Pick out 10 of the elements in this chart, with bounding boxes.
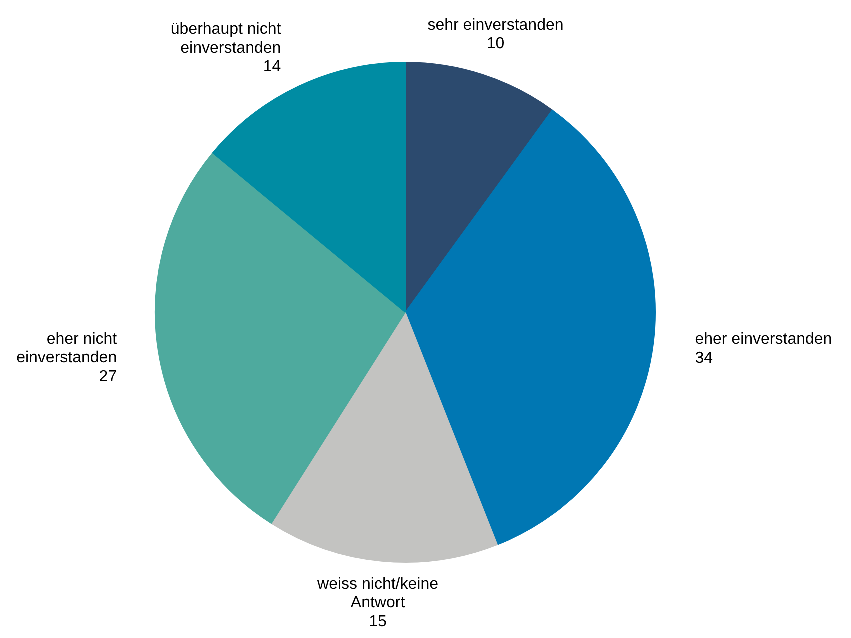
slice-label: weiss nicht/keine Antwort — [316, 576, 439, 612]
data-label: 27 — [99, 368, 118, 386]
data-label: 15 — [369, 613, 388, 630]
data-label: 14 — [263, 58, 282, 76]
slice-label: überhaupt nicht einverstanden — [170, 21, 282, 57]
slice-label: sehr einverstanden — [428, 16, 564, 34]
data-label: 34 — [695, 350, 714, 367]
slice-label: eher einverstanden — [695, 331, 832, 348]
data-label: 10 — [486, 36, 505, 53]
slice-label: eher nicht einverstanden — [16, 330, 118, 367]
